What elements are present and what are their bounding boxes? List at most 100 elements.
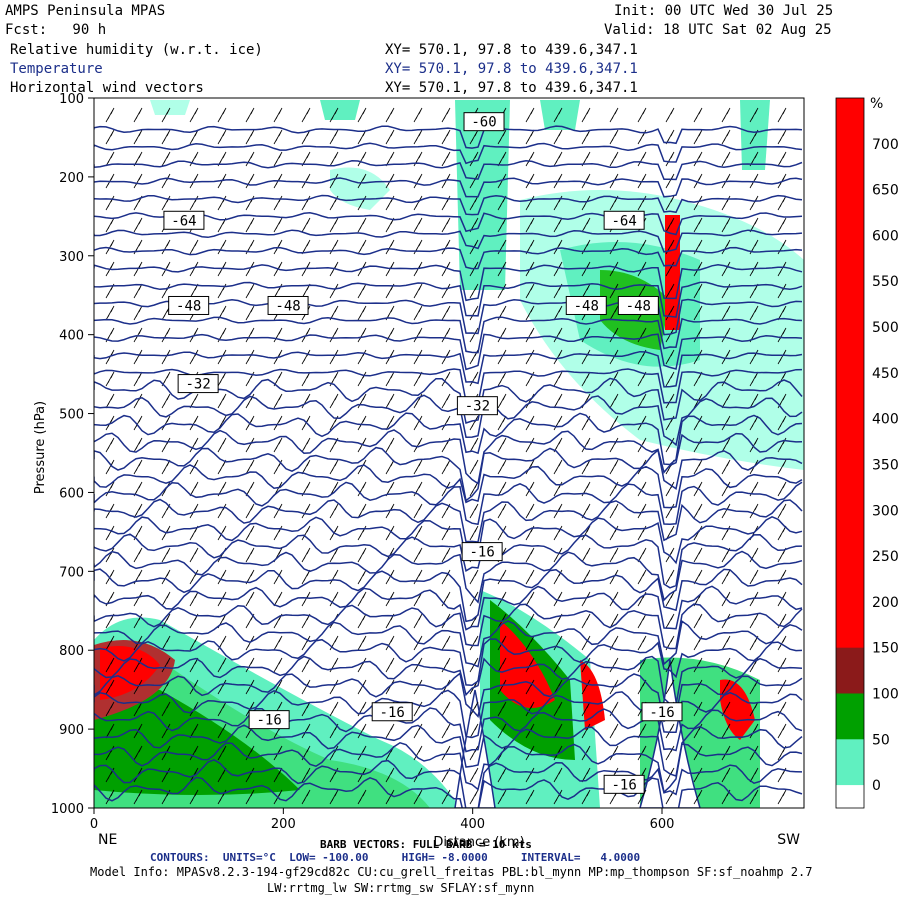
wind-barb <box>245 525 255 541</box>
wind-barb <box>189 723 199 739</box>
wind-barb <box>301 195 311 211</box>
wind-barb <box>469 459 479 475</box>
wind-barb <box>693 569 703 585</box>
wind-barb <box>721 437 731 453</box>
wind-barb <box>609 129 619 145</box>
wind-barb <box>133 591 143 607</box>
wind-barb <box>581 547 591 563</box>
wind-barb <box>245 657 255 673</box>
wind-barb <box>189 151 199 167</box>
wind-barb <box>721 393 731 409</box>
plot-frame <box>93 97 805 809</box>
wind-barb <box>189 789 199 805</box>
wind-barb <box>497 393 507 409</box>
contour-label-box <box>461 542 503 562</box>
wind-barb <box>161 239 171 255</box>
wind-barb <box>105 437 115 453</box>
colorbar-tick-label: 150 <box>872 641 899 657</box>
wind-barb <box>665 283 675 299</box>
wind-barb <box>441 239 451 255</box>
wind-barb <box>357 107 367 123</box>
wind-barb <box>413 283 423 299</box>
contour-label: -16 <box>649 705 674 721</box>
wind-barb <box>609 459 619 475</box>
wind-barb <box>665 591 675 607</box>
wind-barb <box>245 327 255 343</box>
wind-barb <box>721 107 731 123</box>
wind-barb <box>525 767 535 783</box>
wind-barb <box>357 635 367 651</box>
wind-barb <box>581 789 591 805</box>
barb-note: BARB VECTORS: FULL BARB = 10 kts <box>320 838 532 851</box>
rh-shading-region-15 <box>720 679 755 740</box>
wind-barb <box>777 723 787 739</box>
wind-barb <box>161 547 171 563</box>
temperature-contour <box>94 281 803 318</box>
wind-barb <box>721 679 731 695</box>
wind-barb <box>469 767 479 783</box>
wind-barb <box>133 217 143 233</box>
contour-label-box <box>565 295 607 315</box>
wind-barb <box>385 107 395 123</box>
wind-barb <box>161 415 171 431</box>
wind-barb <box>161 635 171 651</box>
wind-barb <box>105 129 115 145</box>
wind-barb <box>301 437 311 453</box>
contour-label-box <box>641 702 683 722</box>
wind-barb <box>357 283 367 299</box>
temperature-contour <box>94 498 803 543</box>
wind-barb <box>721 459 731 475</box>
wind-barb <box>245 195 255 211</box>
wind-barb <box>133 107 143 123</box>
wind-barb <box>693 503 703 519</box>
wind-barb <box>217 371 227 387</box>
wind-barb <box>245 789 255 805</box>
wind-barb <box>105 679 115 695</box>
wind-barb <box>189 547 199 563</box>
wind-barb <box>469 151 479 167</box>
wind-barb <box>749 503 759 519</box>
rh-shading-region-4 <box>100 646 160 700</box>
wind-barb <box>385 151 395 167</box>
wind-barb <box>385 239 395 255</box>
x-tick-label: 200 <box>271 817 296 832</box>
wind-barb <box>329 327 339 343</box>
wind-barb <box>413 195 423 211</box>
temperature-contour <box>94 142 803 165</box>
wind-barb <box>161 459 171 475</box>
wind-barb <box>301 789 311 805</box>
wind-barb <box>497 503 507 519</box>
wind-barb <box>749 569 759 585</box>
wind-barb <box>721 305 731 321</box>
wind-barb <box>777 151 787 167</box>
wind-barb <box>553 679 563 695</box>
forecast-hour: Fcst: 90 h <box>5 22 107 38</box>
wind-barb <box>329 503 339 519</box>
wind-barb <box>609 151 619 167</box>
wind-barb <box>385 327 395 343</box>
wind-barb <box>553 151 563 167</box>
wind-barb <box>693 415 703 431</box>
y-tick-label: 800 <box>59 644 84 659</box>
wind-barb <box>385 459 395 475</box>
contour-label: -16 <box>256 713 281 729</box>
contour-label: -16 <box>611 777 636 793</box>
colorbar-swatch <box>836 143 864 191</box>
wind-barb <box>665 503 675 519</box>
contour-label-box <box>603 774 645 794</box>
wind-barb <box>777 701 787 717</box>
wind-barb <box>105 525 115 541</box>
wind-barb <box>637 613 647 629</box>
wind-barb <box>609 613 619 629</box>
wind-barb <box>721 481 731 497</box>
right-end-label: SW <box>777 832 800 848</box>
wind-barb <box>105 547 115 563</box>
wind-barb <box>245 459 255 475</box>
wind-barb <box>525 547 535 563</box>
wind-barb <box>665 349 675 365</box>
wind-barb <box>441 393 451 409</box>
wind-barb <box>245 635 255 651</box>
wind-barb <box>721 195 731 211</box>
colorbar-tick-label: 200 <box>872 595 899 611</box>
temperature-contour <box>94 533 803 589</box>
